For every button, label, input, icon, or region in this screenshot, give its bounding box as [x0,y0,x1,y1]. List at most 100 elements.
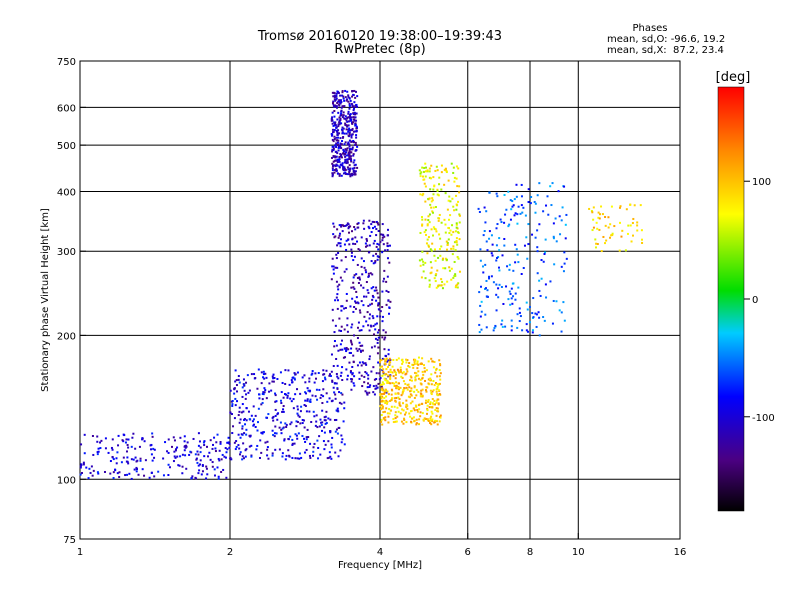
scatter-point [504,325,507,328]
scatter-point [293,442,296,445]
scatter-point [599,213,602,216]
scatter-point [368,355,371,358]
scatter-point [291,438,294,441]
scatter-point [274,394,277,397]
scatter-point [80,464,83,467]
scatter-point [405,421,408,424]
scatter-point [354,173,357,176]
scatter-point [453,180,456,183]
scatter-point [495,293,498,296]
scatter-point [375,234,378,237]
scatter-point [538,279,541,282]
scatter-point [338,317,341,320]
scatter-point [406,404,409,407]
scatter-point [385,368,388,371]
scatter-point [311,372,314,375]
scatter-point [352,281,355,284]
scatter-point [344,158,347,161]
scatter-point [268,382,271,385]
scatter-point [354,116,357,119]
scatter-point [367,374,370,377]
scatter-point [126,473,129,476]
scatter-point [446,243,449,246]
scatter-point [538,316,541,319]
scatter-point [353,159,356,162]
scatter-point [440,284,443,287]
scatter-point [366,386,369,389]
scatter-point [386,249,389,252]
scatter-point [296,420,299,423]
scatter-point [338,174,341,177]
scatter-point [356,349,359,352]
scatter-point [340,434,343,437]
scatter-point [424,175,427,178]
scatter-point [447,226,450,229]
scatter-point [435,286,438,289]
scatter-point [447,179,450,182]
scatter-point [399,366,402,369]
scatter-point [342,148,345,151]
scatter-point [231,404,234,407]
scatter-point [370,346,373,349]
scatter-point [339,348,342,351]
scatter-point [234,380,237,383]
scatter-point [220,458,223,461]
scatter-point [274,392,277,395]
scatter-point [482,234,485,237]
scatter-point [415,394,418,397]
scatter-point [455,165,458,168]
scatter-point [363,381,366,384]
scatter-point [431,210,434,213]
scatter-point [525,236,528,239]
scatter-point [348,150,351,153]
scatter-point [351,372,354,375]
scatter-point [440,171,443,174]
scatter-point [375,220,378,223]
scatter-point [337,100,340,103]
scatter-point [231,432,234,435]
scatter-point [394,414,397,417]
scatter-point [480,300,483,303]
scatter-point [80,443,83,446]
scatter-point [413,386,416,389]
scatter-point [399,404,402,407]
scatter-point [510,319,513,322]
scatter-point [348,154,351,157]
scatter-point [396,406,399,409]
scatter-point [364,390,367,393]
scatter-point [384,249,387,252]
scatter-point [219,440,222,443]
scatter-point [338,104,341,107]
scatter-point [425,399,428,402]
scatter-point [526,257,529,260]
scatter-point [278,448,281,451]
scatter-point [344,160,347,163]
scatter-point [116,451,119,454]
scatter-point [336,307,339,310]
scatter-point [526,330,529,333]
scatter-point [284,382,287,385]
scatter-point [280,432,283,435]
scatter-point [445,170,448,173]
scatter-point [340,153,343,156]
scatter-point [375,299,378,302]
scatter-point [334,235,337,238]
scatter-point [354,236,357,239]
scatter-point [111,438,114,441]
colorbar-label: [deg] [716,70,751,85]
scatter-point [437,383,440,386]
scatter-point [627,224,630,227]
scatter-point [412,416,415,419]
scatter-point [315,414,318,417]
scatter-point [427,378,430,381]
scatter-point [357,321,360,324]
scatter-point [352,139,355,142]
scatter-point [92,453,95,456]
scatter-point [351,373,354,376]
scatter-point [355,347,358,350]
scatter-point [267,457,270,460]
scatter-point [516,313,519,316]
scatter-point [341,126,344,129]
scatter-point [345,368,348,371]
scatter-point [271,429,274,432]
